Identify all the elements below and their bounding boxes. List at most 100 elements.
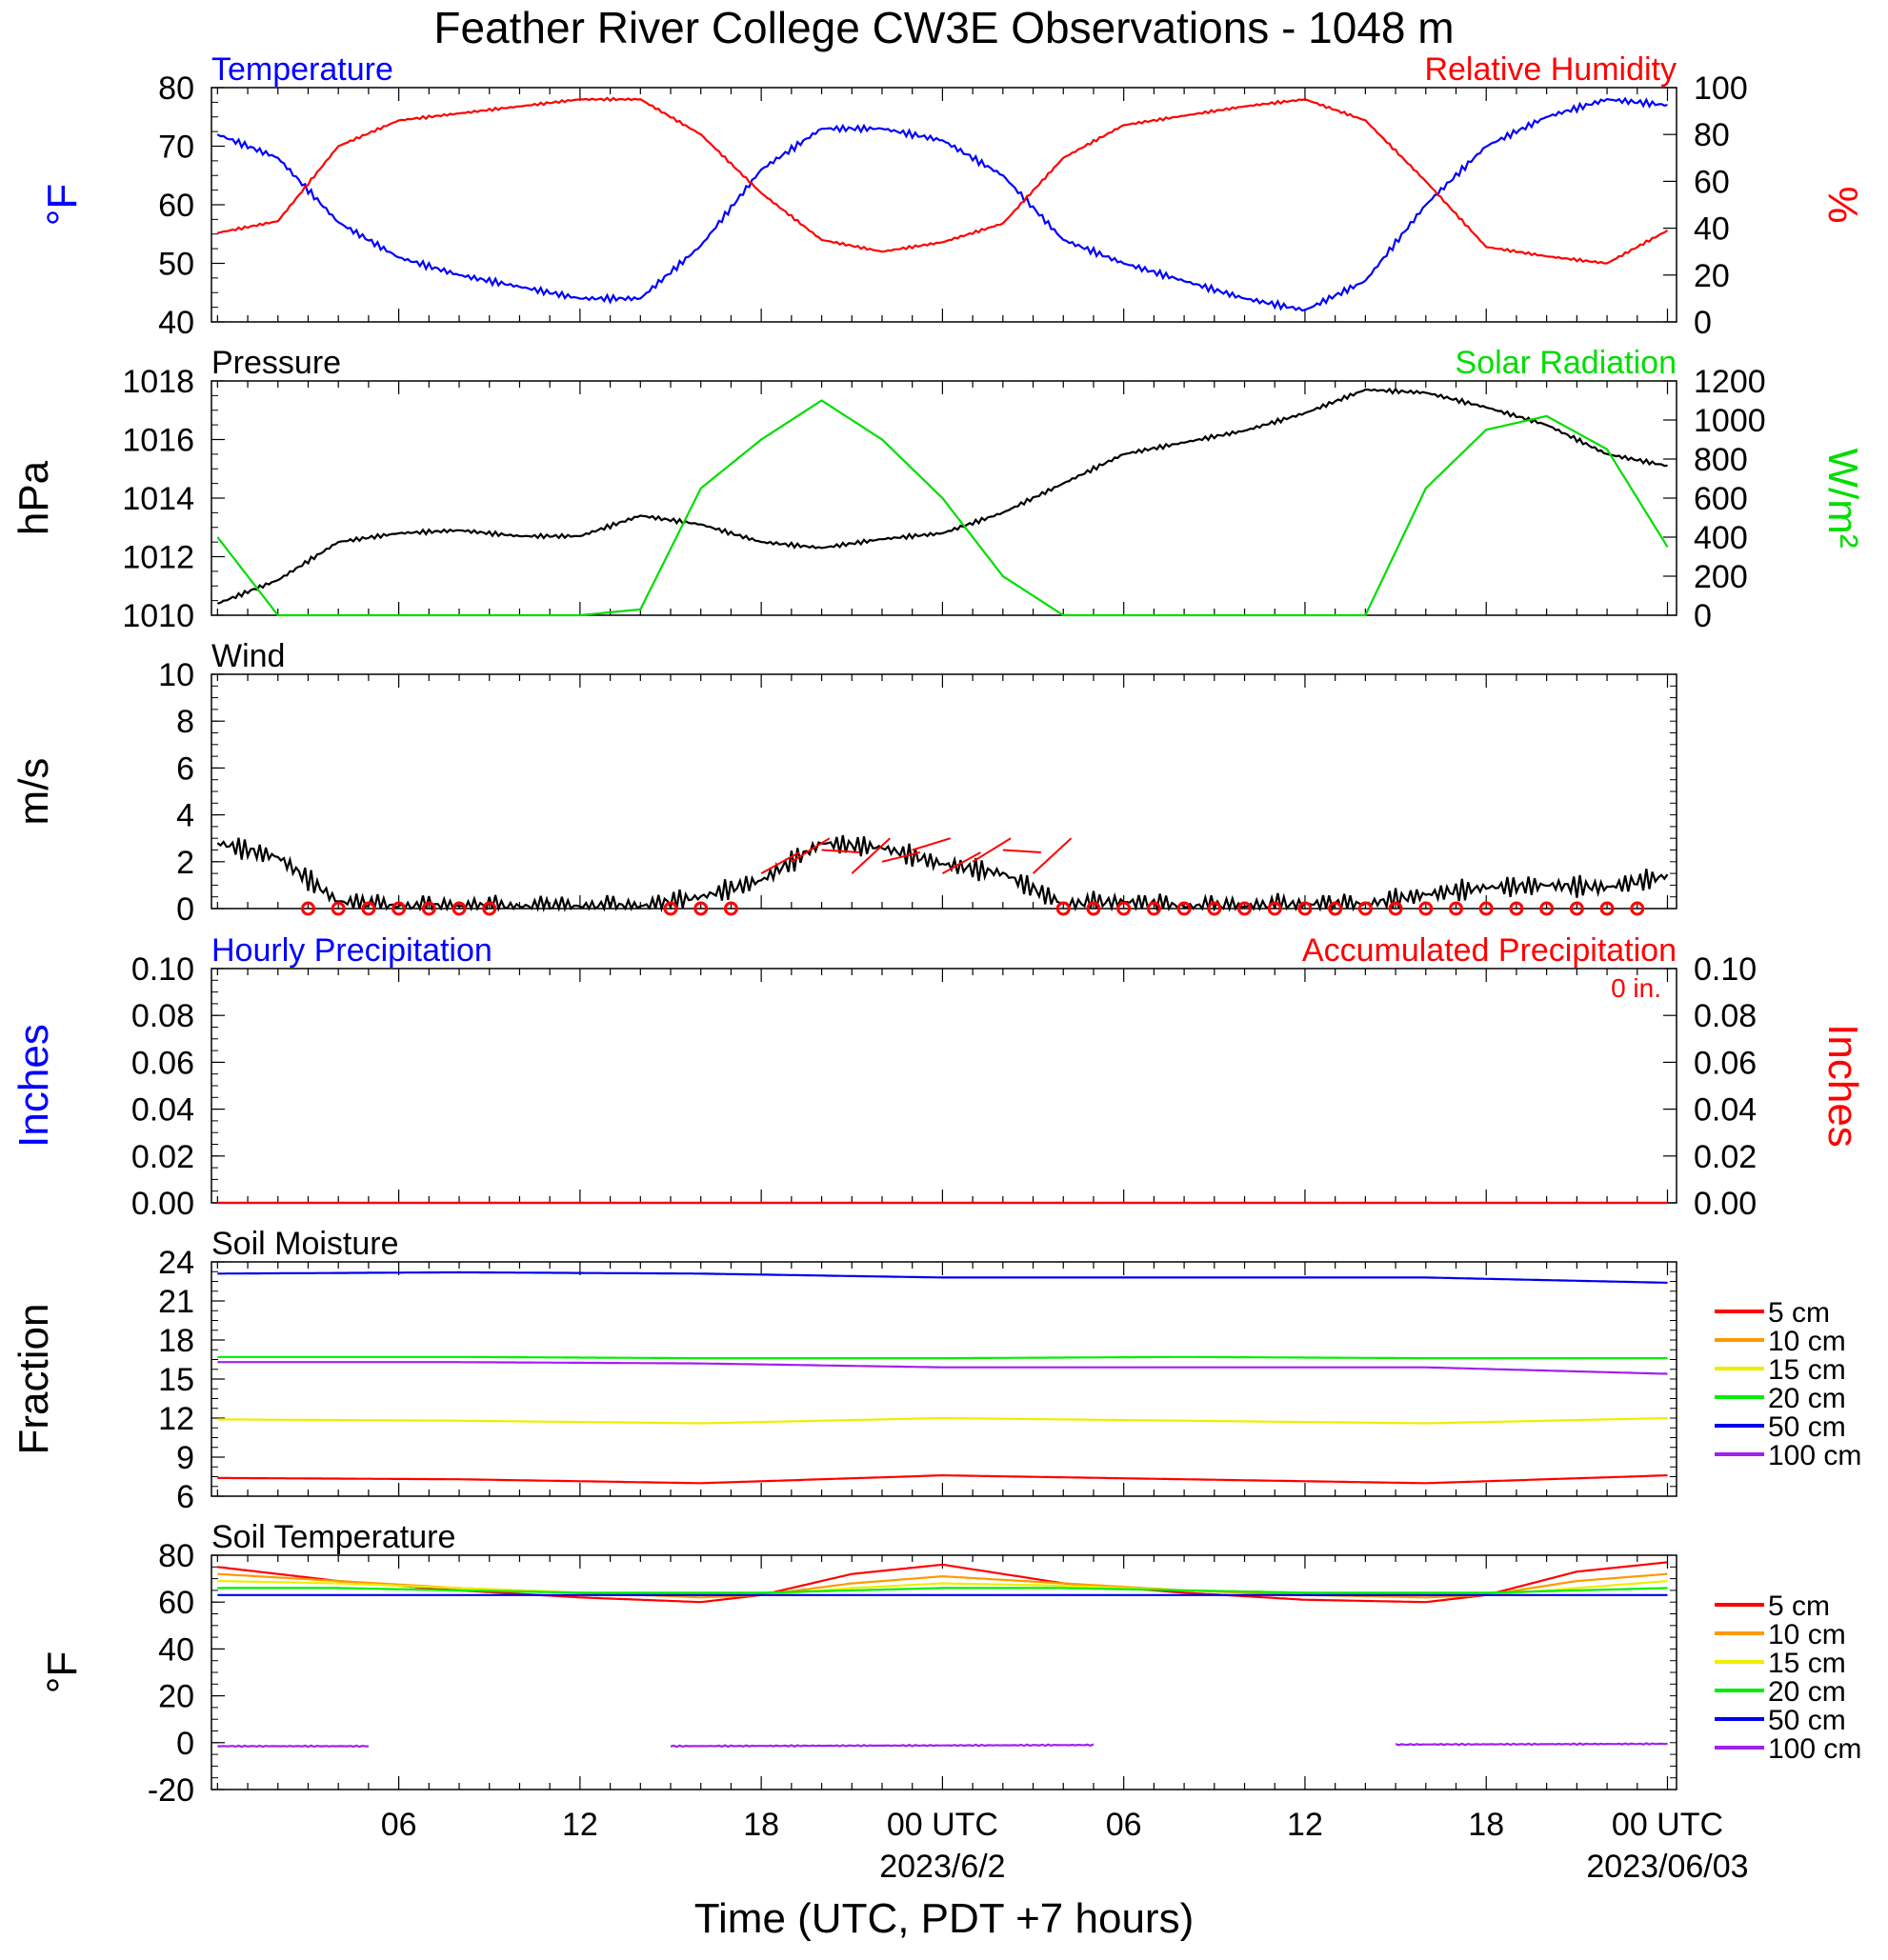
panel-4-title-right: Accumulated Precipitation <box>1302 932 1677 969</box>
panel-4-ytick-right-label: 0.10 <box>1694 951 1757 988</box>
panel-4-title-left: Hourly Precipitation <box>211 932 492 969</box>
panel-1-title-left: Temperature <box>211 51 393 88</box>
panel-4-ylabel-left: Inches <box>10 1024 57 1148</box>
panel-5-legend-label: 20 cm <box>1768 1383 1846 1414</box>
panel-6-ytick-label: 80 <box>158 1538 194 1574</box>
panel-2-series-pressure <box>217 387 1668 605</box>
x-tick-label: 12 <box>1287 1807 1323 1843</box>
wind-calm-marker <box>1086 901 1101 916</box>
panel-4-ytick-label: 0.08 <box>131 998 194 1034</box>
panel-3-title-left: Wind <box>211 638 285 674</box>
panel-3-ytick-label: 0 <box>176 891 194 928</box>
panel-5-legend-label: 100 cm <box>1768 1440 1861 1471</box>
panel-3-ytick-label: 10 <box>158 657 194 693</box>
panel-1-ytick-label: 50 <box>158 247 194 283</box>
panel-4-ytick-label: 0.04 <box>131 1092 194 1129</box>
panel-5-series-50-cm <box>217 1270 1668 1284</box>
wind-calm-marker <box>482 901 497 916</box>
wind-barb <box>941 851 981 874</box>
wind-calm-marker <box>723 901 738 916</box>
wind-calm-marker <box>1388 901 1403 916</box>
panel-6-series-10-cm <box>217 1572 1668 1599</box>
panel-6-legend-label: 5 cm <box>1768 1590 1830 1622</box>
panel-2-ytick-right-label: 1200 <box>1694 364 1766 400</box>
panel-2-title-left: Pressure <box>211 345 341 381</box>
panel-3-series-wind <box>216 834 1669 913</box>
panel-4-ytick-right-label: 0.04 <box>1694 1092 1757 1129</box>
panel-5-ytick-label: 21 <box>158 1284 194 1320</box>
panel-2-title-right: Solar Radiation <box>1456 345 1677 381</box>
wind-calm-marker <box>663 901 678 916</box>
panel-4-ytick-right-label: 0.02 <box>1694 1139 1757 1175</box>
wind-calm-marker <box>300 901 315 916</box>
panel-5-series-5-cm <box>217 1473 1668 1485</box>
x-tick-label: 18 <box>1468 1807 1504 1843</box>
x-axis-label: Time (UTC, PDT +7 hours) <box>693 1895 1195 1942</box>
panel-6-legend-label: 15 cm <box>1768 1648 1846 1679</box>
panel-3-ytick-label: 6 <box>176 750 194 787</box>
panel-5-frame <box>211 1261 1677 1497</box>
panel-5-ylabel-left: Fraction <box>10 1304 57 1455</box>
panel-2-series-solar-radiation <box>216 399 1669 617</box>
wind-calm-marker <box>1146 901 1161 916</box>
panel-6-legend-label: 50 cm <box>1768 1705 1846 1736</box>
wind-calm-marker <box>1478 901 1494 916</box>
wind-barb <box>791 837 831 863</box>
wind-calm-marker <box>1599 901 1615 916</box>
panel-1-title-right: Relative Humidity <box>1424 51 1677 88</box>
x-tick-label: 06 <box>1106 1807 1142 1843</box>
panel-5-legend-label: 50 cm <box>1768 1411 1846 1443</box>
wind-calm-marker <box>1237 901 1253 916</box>
panel-4-ytick-label: 0.00 <box>131 1186 194 1222</box>
wind-calm-marker <box>1569 901 1584 916</box>
panel-4-ytick-label: 0.06 <box>131 1045 194 1081</box>
panel-5-ytick-label: 15 <box>158 1362 194 1398</box>
panel-1-ytick-right-label: 80 <box>1694 117 1730 153</box>
wind-barb <box>972 837 1012 863</box>
panel-1-ytick-label: 80 <box>158 70 194 107</box>
wind-calm-marker <box>392 901 407 916</box>
panel-6-legend-label: 10 cm <box>1768 1619 1846 1650</box>
panel-5-series-20-cm <box>217 1355 1668 1360</box>
panel-2-frame <box>211 380 1677 616</box>
panel-5-series-15-cm <box>217 1416 1668 1425</box>
panel-6-series-20-cm <box>217 1587 1668 1594</box>
panel-6-ytick-label: 20 <box>158 1679 194 1715</box>
x-tick-label: 00 UTC <box>887 1807 998 1843</box>
panel-1-ytick-label: 40 <box>158 305 194 341</box>
panel-2-ytick-label: 1018 <box>122 364 194 400</box>
panel-3-ytick-label: 8 <box>176 704 194 740</box>
panel-6-series-100-cm <box>217 1744 369 1749</box>
panel-2-ylabel-right: W/m² <box>1819 448 1866 548</box>
panel-1-series-relative-humidity <box>217 96 1669 265</box>
panel-1-ytick-right-label: 60 <box>1694 164 1730 200</box>
panel-6-series-100-cm <box>670 1743 1095 1749</box>
panel-2-ytick-label: 1014 <box>122 481 194 517</box>
wind-barb <box>851 837 891 874</box>
wind-barb <box>821 849 860 853</box>
panel-5-ytick-label: 12 <box>158 1401 194 1437</box>
panel-1-ytick-right-label: 40 <box>1694 211 1730 248</box>
panel-2-ytick-label: 1010 <box>122 598 194 634</box>
panel-6-legend-label: 20 cm <box>1768 1676 1846 1708</box>
panel-1-ylabel-right: % <box>1819 186 1866 223</box>
panel-6-title-left: Soil Temperature <box>211 1519 455 1555</box>
x-tick-label: 00 UTC <box>1612 1807 1723 1843</box>
panel-2-ytick-right-label: 800 <box>1694 442 1748 478</box>
wind-calm-marker <box>1297 901 1313 916</box>
wind-barb <box>1002 849 1041 853</box>
wind-calm-marker <box>361 901 376 916</box>
wind-calm-marker <box>1267 901 1282 916</box>
panel-2-ytick-right-label: 400 <box>1694 520 1748 556</box>
panel-5-ytick-label: 6 <box>176 1479 194 1515</box>
wind-calm-marker <box>1509 901 1524 916</box>
panel-1-ytick-label: 60 <box>158 188 194 224</box>
panel-1-ylabel-left: °F <box>39 184 86 226</box>
panel-4-frame <box>211 968 1677 1204</box>
panel-5-ytick-label: 18 <box>158 1323 194 1359</box>
wind-calm-marker <box>1357 901 1373 916</box>
wind-calm-marker <box>693 901 709 916</box>
panel-1-ytick-right-label: 100 <box>1694 70 1748 107</box>
wind-calm-marker <box>1176 901 1192 916</box>
wind-barb <box>912 837 951 851</box>
